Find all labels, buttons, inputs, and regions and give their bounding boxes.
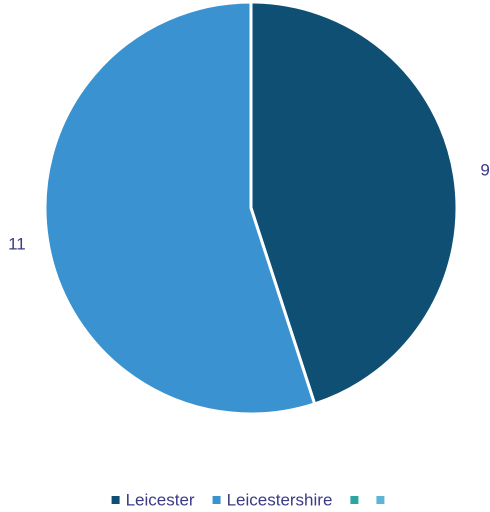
data-label: 9 xyxy=(480,160,489,179)
pie-slice xyxy=(43,0,317,416)
legend-label: Leicester xyxy=(126,490,195,509)
legend-marker xyxy=(350,496,359,504)
data-label: 11 xyxy=(8,235,26,254)
legend-marker xyxy=(111,496,120,504)
pie-slice xyxy=(249,0,459,406)
legend-label: Leicestershire xyxy=(227,490,333,509)
legend-marker xyxy=(376,496,385,504)
legend-marker xyxy=(212,496,221,504)
